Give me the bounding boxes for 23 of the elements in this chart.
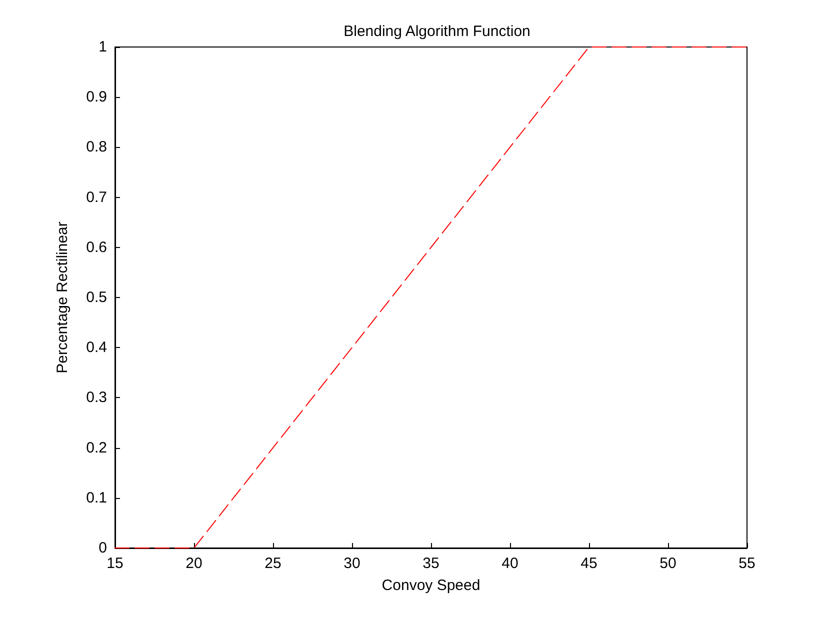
y-tick-label: 0.1 [86, 489, 107, 506]
y-tick-label: 0.5 [86, 289, 107, 306]
x-axis-title: Convoy Speed [382, 577, 480, 594]
y-tick-label: 0.4 [86, 339, 107, 356]
x-tick-label: 50 [660, 555, 676, 572]
x-tick-label: 40 [502, 555, 518, 572]
x-tick-label: 45 [580, 555, 598, 572]
x-tick-label: 15 [106, 555, 124, 572]
x-tick-label: 25 [264, 555, 282, 572]
y-tick-label: 0.6 [86, 238, 107, 256]
y-tick-label: 0.2 [86, 439, 107, 456]
y-axis-title: Percentage Rectilinear [54, 222, 71, 374]
y-tick-label: 0.3 [86, 389, 107, 406]
y-tick-label: 0.9 [86, 88, 107, 106]
x-tick-label: 35 [422, 555, 440, 572]
chart-title: Blending Algorithm Function [344, 23, 530, 40]
y-tick-label: 0.8 [86, 138, 107, 156]
x-tick-label: 55 [738, 555, 756, 572]
y-tick-label: 1 [98, 38, 107, 56]
y-tick-label: 0.7 [86, 188, 107, 206]
x-tick-label: 30 [344, 555, 360, 572]
x-tick-label: 20 [186, 555, 202, 572]
y-tick-label: 0 [98, 540, 107, 556]
